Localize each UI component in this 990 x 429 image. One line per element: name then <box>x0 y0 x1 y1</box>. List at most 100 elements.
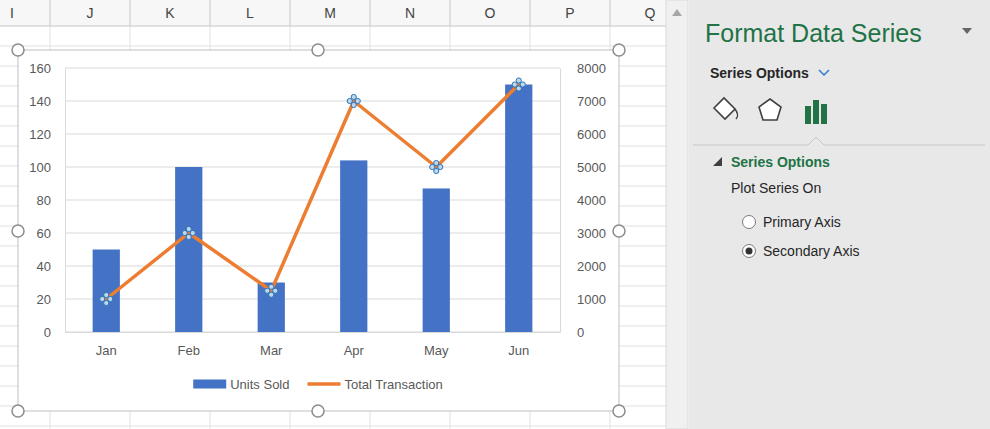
radio-label[interactable]: Primary Axis <box>763 214 841 230</box>
fill-line-icon[interactable] <box>714 98 737 119</box>
line[interactable] <box>106 85 519 300</box>
tick: 80 <box>37 193 65 208</box>
column-header[interactable]: O <box>485 5 496 21</box>
resize-handle[interactable] <box>312 44 324 56</box>
point-handle[interactable] <box>512 78 525 91</box>
bar[interactable] <box>175 167 202 332</box>
format-panel: Format Data Series Series Options Series O… <box>689 0 990 429</box>
tick: Apr <box>344 332 365 358</box>
point-handle[interactable] <box>347 94 360 107</box>
gridline <box>65 266 560 267</box>
tick-label: 160 <box>29 61 51 76</box>
gridline <box>65 233 560 234</box>
icon-bar <box>821 104 827 124</box>
bar[interactable] <box>423 188 450 332</box>
point-handle[interactable] <box>182 226 195 239</box>
tick-label: 0 <box>44 325 51 340</box>
tick-label: 1000 <box>577 292 606 307</box>
y-axis-secondary: 010002000300040005000600070008000 <box>560 61 606 340</box>
resize-handle[interactable] <box>12 44 24 56</box>
column-header[interactable]: I <box>10 5 14 21</box>
tick-label: 2000 <box>577 259 606 274</box>
chart-area[interactable] <box>18 50 619 411</box>
tick: 3000 <box>560 226 606 241</box>
panel-background <box>689 0 990 429</box>
radio-label[interactable]: Secondary Axis <box>763 243 860 259</box>
tick-label: Jun <box>508 343 529 358</box>
column-header-divider <box>450 0 451 26</box>
tick: 140 <box>29 94 65 109</box>
icon-bar <box>805 106 811 124</box>
resize-handle[interactable] <box>613 225 625 237</box>
tick: Feb <box>178 332 200 358</box>
panel-tab[interactable]: Series Options <box>710 65 809 81</box>
radio-option[interactable]: Secondary Axis <box>743 243 860 259</box>
tick-label: Apr <box>344 343 365 358</box>
tick-label: Mar <box>260 343 283 358</box>
column-header[interactable]: Q <box>645 5 656 21</box>
group-label: Plot Series On <box>731 180 821 196</box>
series-options-icon[interactable] <box>805 100 827 124</box>
gridlines <box>65 68 560 332</box>
column-header-divider <box>50 0 51 26</box>
bar[interactable] <box>340 160 367 332</box>
column-header-divider <box>290 0 291 26</box>
icon-bar <box>813 100 819 124</box>
panel-title: Format Data Series <box>705 19 922 47</box>
handle-dot <box>351 94 356 99</box>
point-handle[interactable] <box>430 160 443 173</box>
handle-dot <box>104 300 109 305</box>
row-line <box>0 426 666 427</box>
handle-dot <box>269 292 274 297</box>
legend-swatch <box>307 382 340 386</box>
radio-dot <box>746 248 753 255</box>
legend-label: Total Transaction <box>344 377 442 392</box>
radio-button[interactable] <box>743 245 756 258</box>
point-handle[interactable] <box>100 292 113 305</box>
column-header[interactable]: J <box>87 5 94 21</box>
tick-label: 6000 <box>577 127 606 142</box>
resize-handle[interactable] <box>613 405 625 417</box>
legend: Units Sold Total Transaction <box>193 377 443 392</box>
tick-label: 20 <box>37 292 51 307</box>
column-header[interactable]: K <box>165 5 175 21</box>
legend-item[interactable]: Units Sold <box>193 377 289 392</box>
column-header-divider <box>610 0 611 26</box>
bar[interactable] <box>505 85 532 333</box>
row-line <box>0 46 666 47</box>
chart[interactable]: 0204060801001201401600100020003000400050… <box>12 44 625 417</box>
column-header[interactable]: N <box>405 5 415 21</box>
x-axis: JanFebMarAprMayJun <box>66 332 561 358</box>
resize-handle[interactable] <box>12 225 24 237</box>
resize-handle[interactable] <box>613 44 625 56</box>
section-toggle[interactable] <box>713 157 722 166</box>
tick: 1000 <box>560 292 606 307</box>
tick: Mar <box>260 332 283 358</box>
axis-line <box>560 69 561 333</box>
axis-line <box>66 332 561 333</box>
column-header[interactable]: P <box>565 5 574 21</box>
point-handle[interactable] <box>265 284 278 297</box>
column-header[interactable]: M <box>324 5 336 21</box>
resize-handle[interactable] <box>12 405 24 417</box>
resize-handle[interactable] <box>312 405 324 417</box>
scroll-up-arrow[interactable] <box>672 9 682 16</box>
radio-option[interactable]: Primary Axis <box>743 214 841 230</box>
legend-item[interactable]: Total Transaction <box>307 377 442 392</box>
panel-tab-chevron[interactable] <box>819 70 829 75</box>
tick-label: 4000 <box>577 193 606 208</box>
tick: 4000 <box>560 193 606 208</box>
axis-line <box>65 69 66 333</box>
column-header-border <box>0 26 666 27</box>
plot-marks <box>93 78 533 332</box>
scrollbar[interactable] <box>666 0 688 429</box>
column-header[interactable]: L <box>246 5 254 21</box>
panel-menu-arrow[interactable] <box>962 28 972 34</box>
tick-label: 8000 <box>577 61 606 76</box>
tick-label: 140 <box>29 94 51 109</box>
handle-dot <box>351 102 356 107</box>
radio-button[interactable] <box>743 216 756 229</box>
bar-series <box>93 85 533 333</box>
section-title[interactable]: Series Options <box>731 154 830 170</box>
effects-icon[interactable] <box>759 99 781 120</box>
